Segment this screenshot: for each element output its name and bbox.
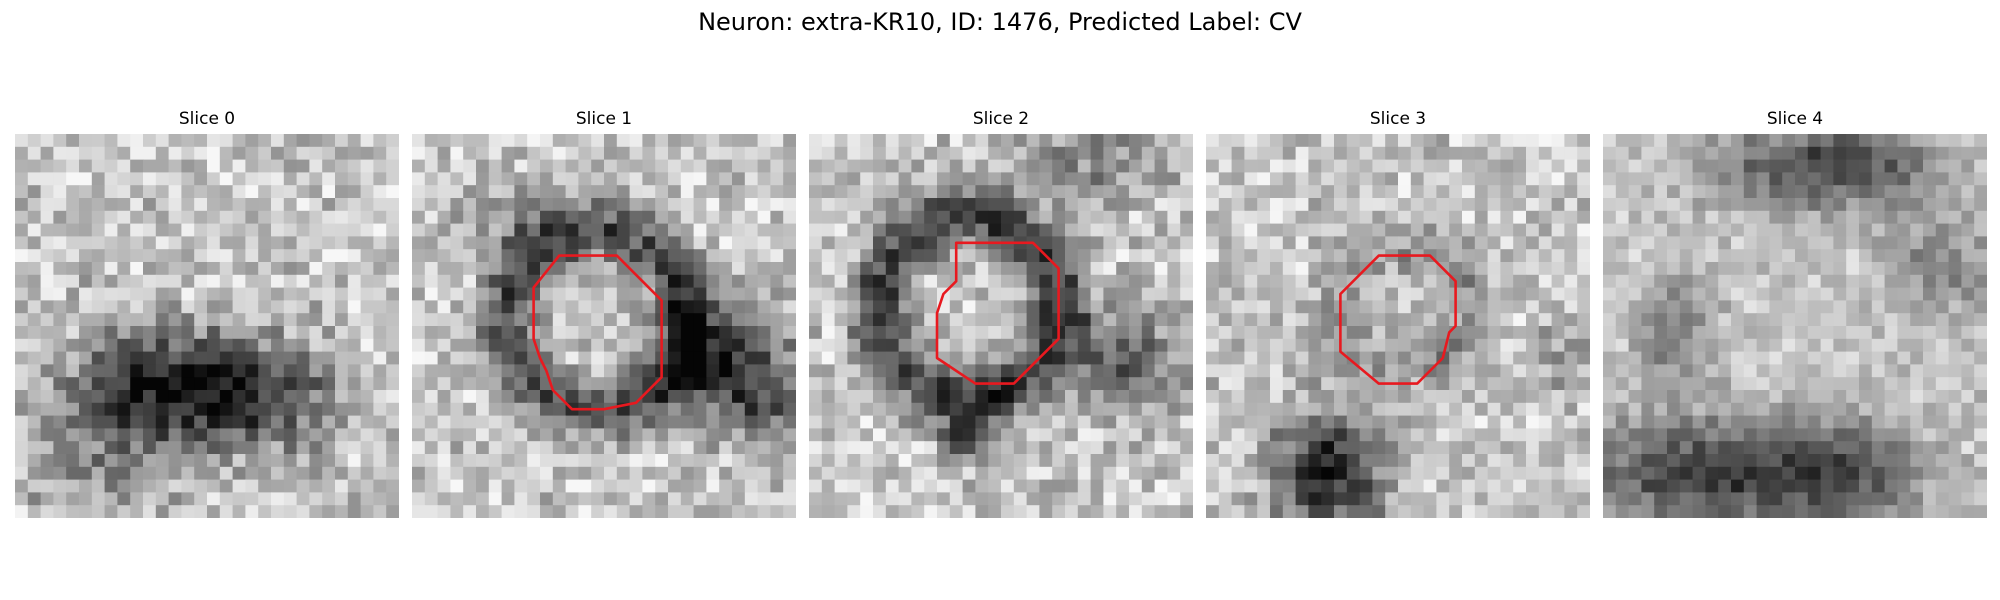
slice-panel-1: Slice 1 — [412, 108, 796, 522]
slice-title-4: Slice 4 — [1603, 108, 1987, 130]
slice-panel-3: Slice 3 — [1206, 108, 1590, 522]
slice-title-1: Slice 1 — [412, 108, 796, 130]
slice-panel-2: Slice 2 — [809, 108, 1193, 522]
slice-title-0: Slice 0 — [15, 108, 399, 130]
slice-title-3: Slice 3 — [1206, 108, 1590, 130]
slice-image-0 — [15, 134, 399, 518]
slice-image-2 — [809, 134, 1193, 518]
slice-title-2: Slice 2 — [809, 108, 1193, 130]
slice-panel-0: Slice 0 — [15, 108, 399, 522]
slice-image-4 — [1603, 134, 1987, 518]
slice-image-3 — [1206, 134, 1590, 518]
slice-panel-4: Slice 4 — [1603, 108, 1987, 522]
figure-title: Neuron: extra-KR10, ID: 1476, Predicted … — [0, 6, 2000, 38]
slice-image-1 — [412, 134, 796, 518]
